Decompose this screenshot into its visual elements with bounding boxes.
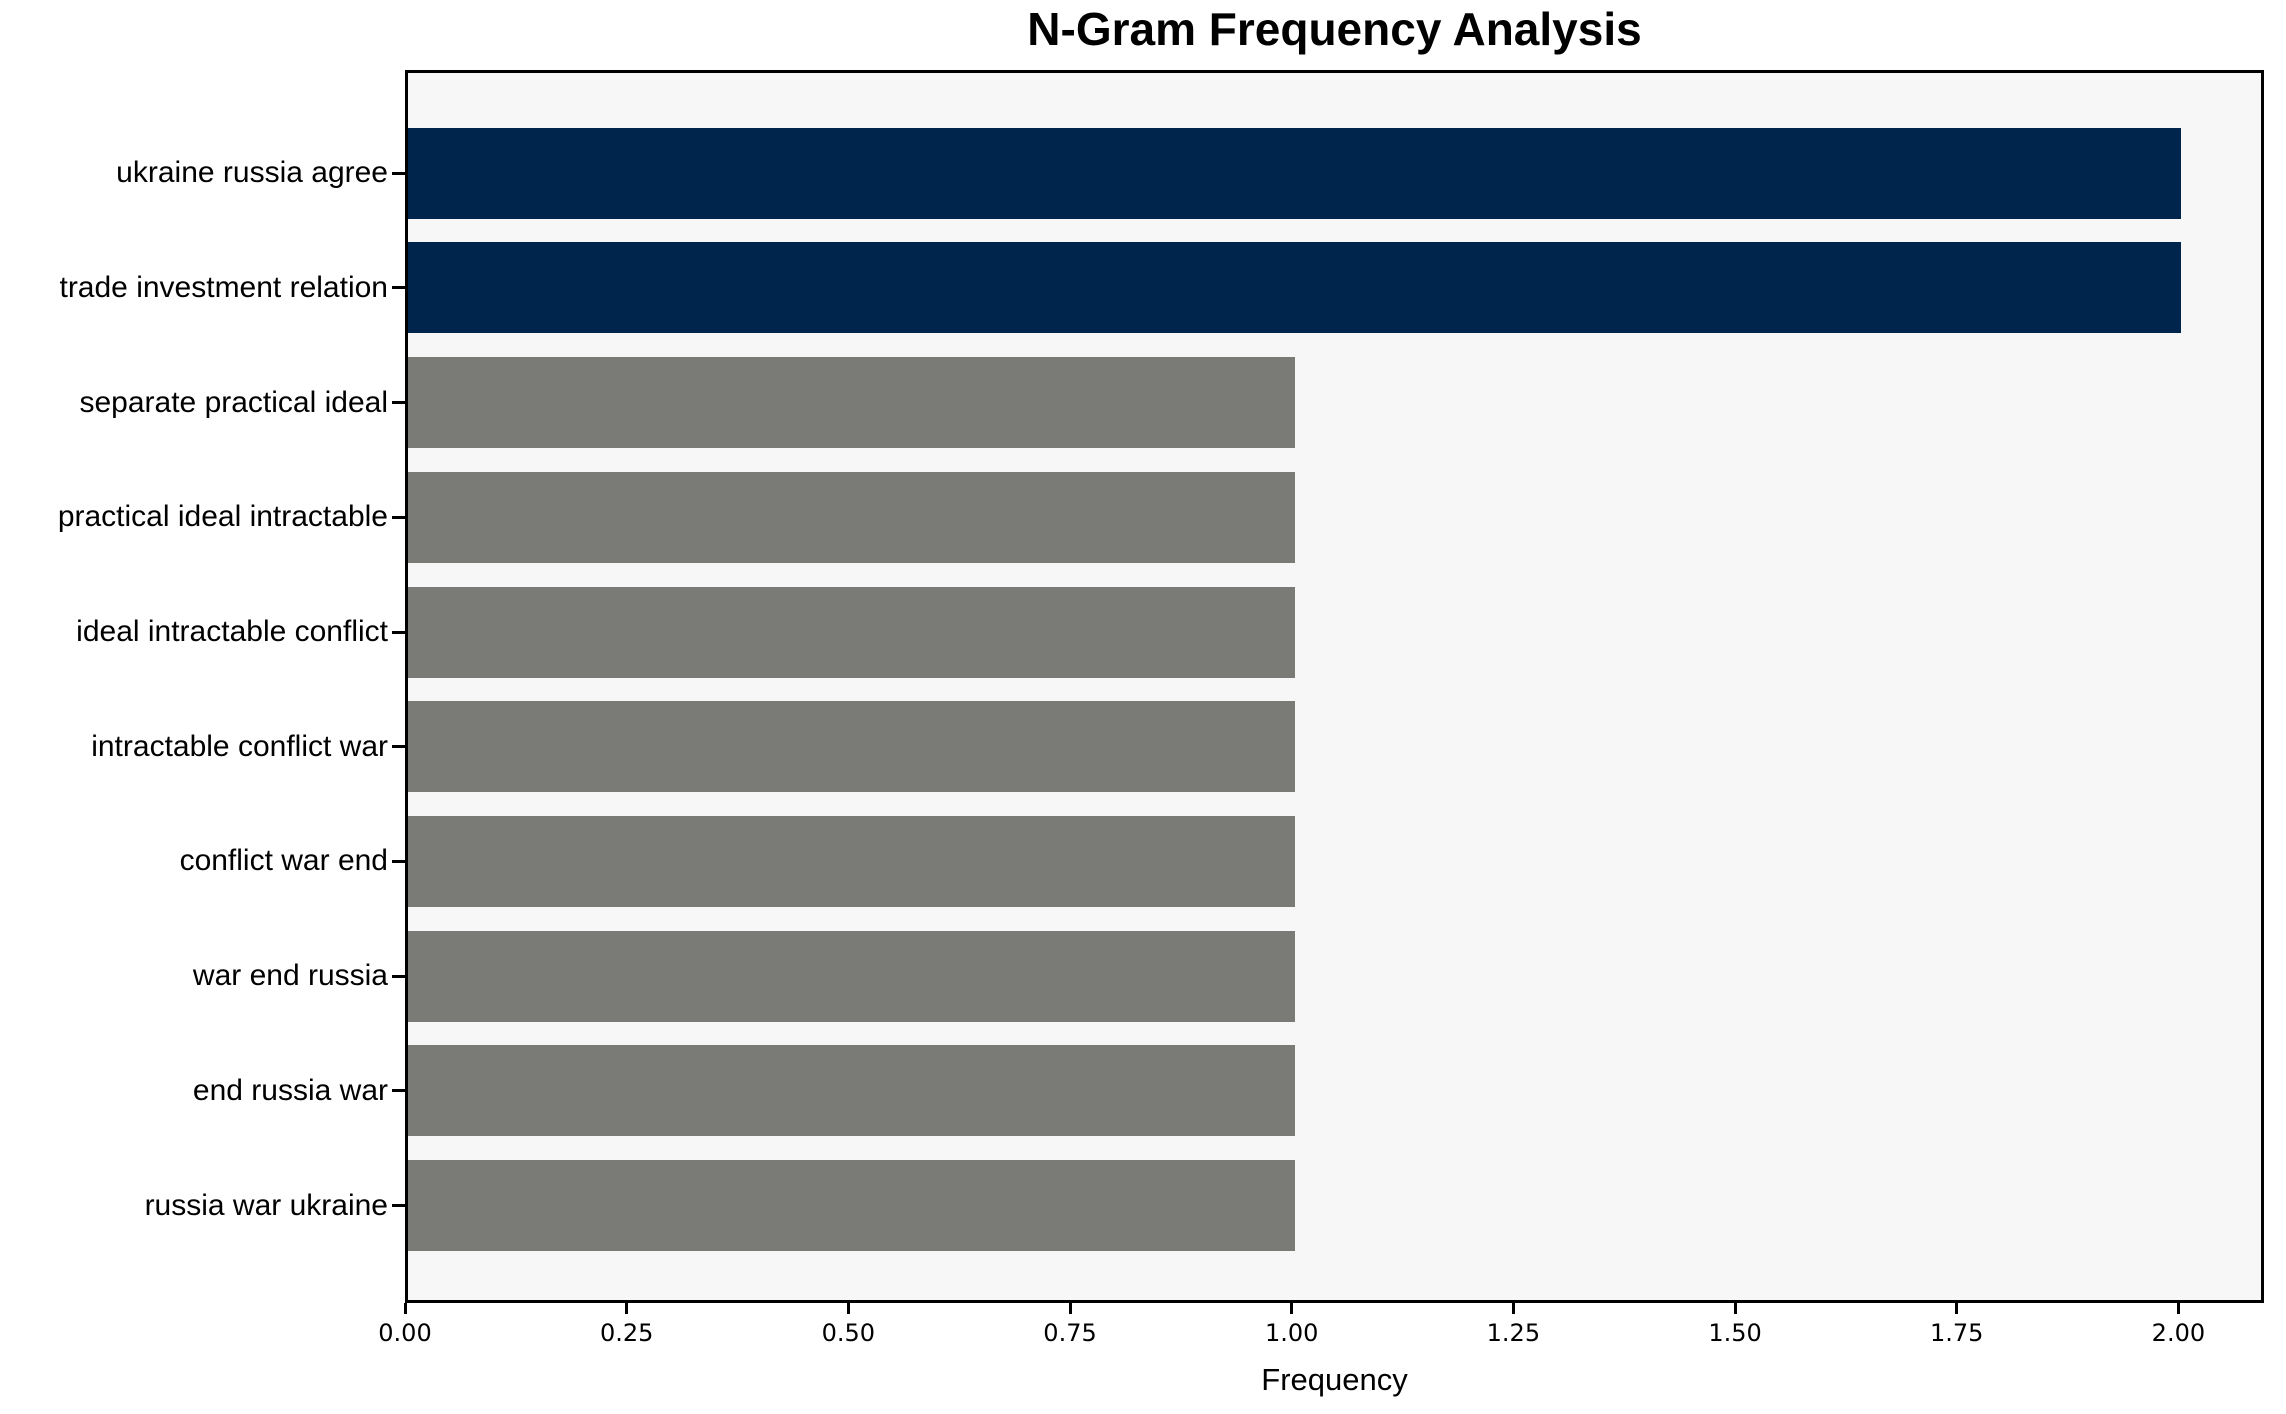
x-tick-label: 0.50 [821, 1319, 876, 1347]
y-tick-label: practical ideal intractable [57, 500, 388, 534]
y-tick-label: conflict war end [179, 844, 388, 878]
bar [408, 930, 1295, 1022]
y-tick-mark [392, 1204, 405, 1207]
x-axis-label: Frequency [1261, 1362, 1408, 1397]
y-tick-mark [392, 401, 405, 405]
y-tick-label: trade investment relation [59, 270, 388, 304]
y-tick-mark [392, 286, 405, 290]
y-tick-mark [392, 859, 405, 863]
y-tick-mark [392, 171, 405, 175]
chart-title: N-Gram Frequency Analysis [1027, 3, 1642, 55]
x-tick-mark [1511, 1303, 1515, 1314]
y-tick-label: war end russia [192, 959, 388, 993]
x-tick-label: 1.75 [1930, 1319, 1984, 1347]
y-tick-label: russia war ukraine [144, 1188, 388, 1222]
x-tick-mark [2176, 1303, 2180, 1314]
x-tick-label: 1.50 [1708, 1319, 1762, 1347]
y-tick-mark [392, 515, 405, 519]
y-tick-label: ukraine russia agree [116, 156, 388, 190]
x-tick-mark [846, 1303, 850, 1314]
bar [408, 127, 2182, 219]
bar [408, 471, 1295, 563]
y-tick-label: intractable conflict war [91, 729, 388, 763]
y-tick-mark [392, 630, 405, 634]
x-tick-mark [1068, 1303, 1072, 1314]
bar [408, 586, 1295, 678]
x-tick-label: 0.00 [378, 1319, 432, 1347]
x-tick-mark [1733, 1303, 1737, 1314]
bar [408, 701, 1295, 793]
y-tick-mark [392, 1089, 405, 1093]
y-tick-label: separate practical ideal [79, 385, 388, 419]
x-tick-label: 0.25 [599, 1319, 654, 1347]
x-tick-mark [403, 1303, 407, 1314]
y-tick-label: end russia war [192, 1073, 388, 1107]
bar [408, 242, 2182, 334]
y-tick-label: ideal intractable conflict [76, 615, 388, 648]
x-tick-label: 1.00 [1264, 1319, 1319, 1347]
bar [408, 815, 1295, 907]
x-tick-mark [625, 1303, 629, 1314]
x-tick-label: 0.75 [1043, 1319, 1097, 1347]
x-tick-mark [1955, 1303, 1959, 1314]
y-tick-mark [392, 745, 405, 749]
y-tick-mark [392, 974, 405, 978]
bar [408, 357, 1295, 449]
x-tick-label: 1.25 [1486, 1319, 1541, 1347]
bar [408, 1160, 1295, 1251]
x-tick-label: 2.00 [2151, 1319, 2206, 1347]
bar [408, 1045, 1295, 1137]
plot-area [405, 70, 2264, 1303]
x-tick-mark [1290, 1303, 1294, 1314]
